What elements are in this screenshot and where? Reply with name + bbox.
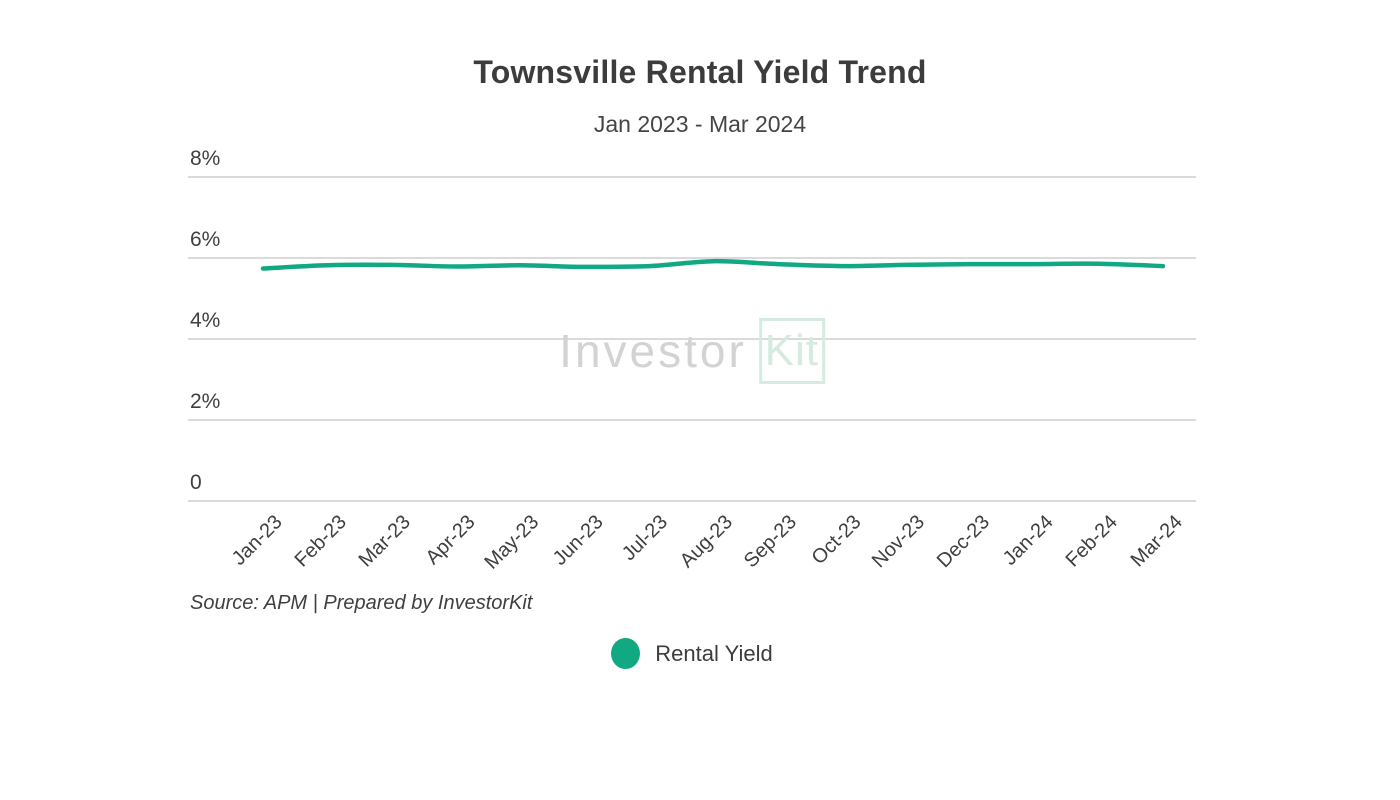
y-tick-label: 0 <box>190 471 202 494</box>
x-tick-label: Nov-23 <box>868 511 930 573</box>
y-tick-label: 8% <box>190 147 221 170</box>
chart-title: Townsville Rental Yield Trend <box>473 54 927 90</box>
x-tick-label: Aug-23 <box>675 511 737 573</box>
legend: Rental Yield <box>188 638 1196 669</box>
x-tick-label: Jan-24 <box>999 511 1058 570</box>
source-note: Source: APM | Prepared by InvestorKit <box>190 592 533 614</box>
x-tick-label: Dec-23 <box>932 511 994 573</box>
x-tick-label: May-23 <box>480 511 544 574</box>
x-tick-label: Oct-23 <box>807 511 866 570</box>
x-tick-label: Feb-24 <box>1061 511 1123 572</box>
x-tick-label: Mar-24 <box>1126 511 1187 572</box>
x-tick-label: Jun-23 <box>549 511 608 570</box>
chart-subtitle: Jan 2023 - Mar 2024 <box>593 111 807 137</box>
x-tick-label: Apr-23 <box>421 511 480 570</box>
rental-yield-line <box>260 258 1166 271</box>
y-tick-label: 4% <box>190 309 221 332</box>
x-tick-label: Jan-23 <box>227 511 287 570</box>
legend-label-rental-yield[interactable]: Rental Yield <box>655 640 773 666</box>
line-chart-svg <box>188 176 1196 502</box>
x-tick-label: Mar-23 <box>354 511 416 572</box>
plot-area: 8% 6% 4% 2% 0 Jan-23 Feb-23 Mar-23 Apr-23 May-23… <box>188 147 1196 574</box>
x-tick-label: Jul-23 <box>618 511 673 566</box>
y-tick-label: 2% <box>190 390 221 413</box>
legend-marker-rental-yield[interactable] <box>611 638 641 669</box>
y-tick-label: 6% <box>190 228 221 251</box>
x-tick-label: Sep-23 <box>739 511 801 573</box>
x-tick-label: Feb-23 <box>290 511 351 572</box>
